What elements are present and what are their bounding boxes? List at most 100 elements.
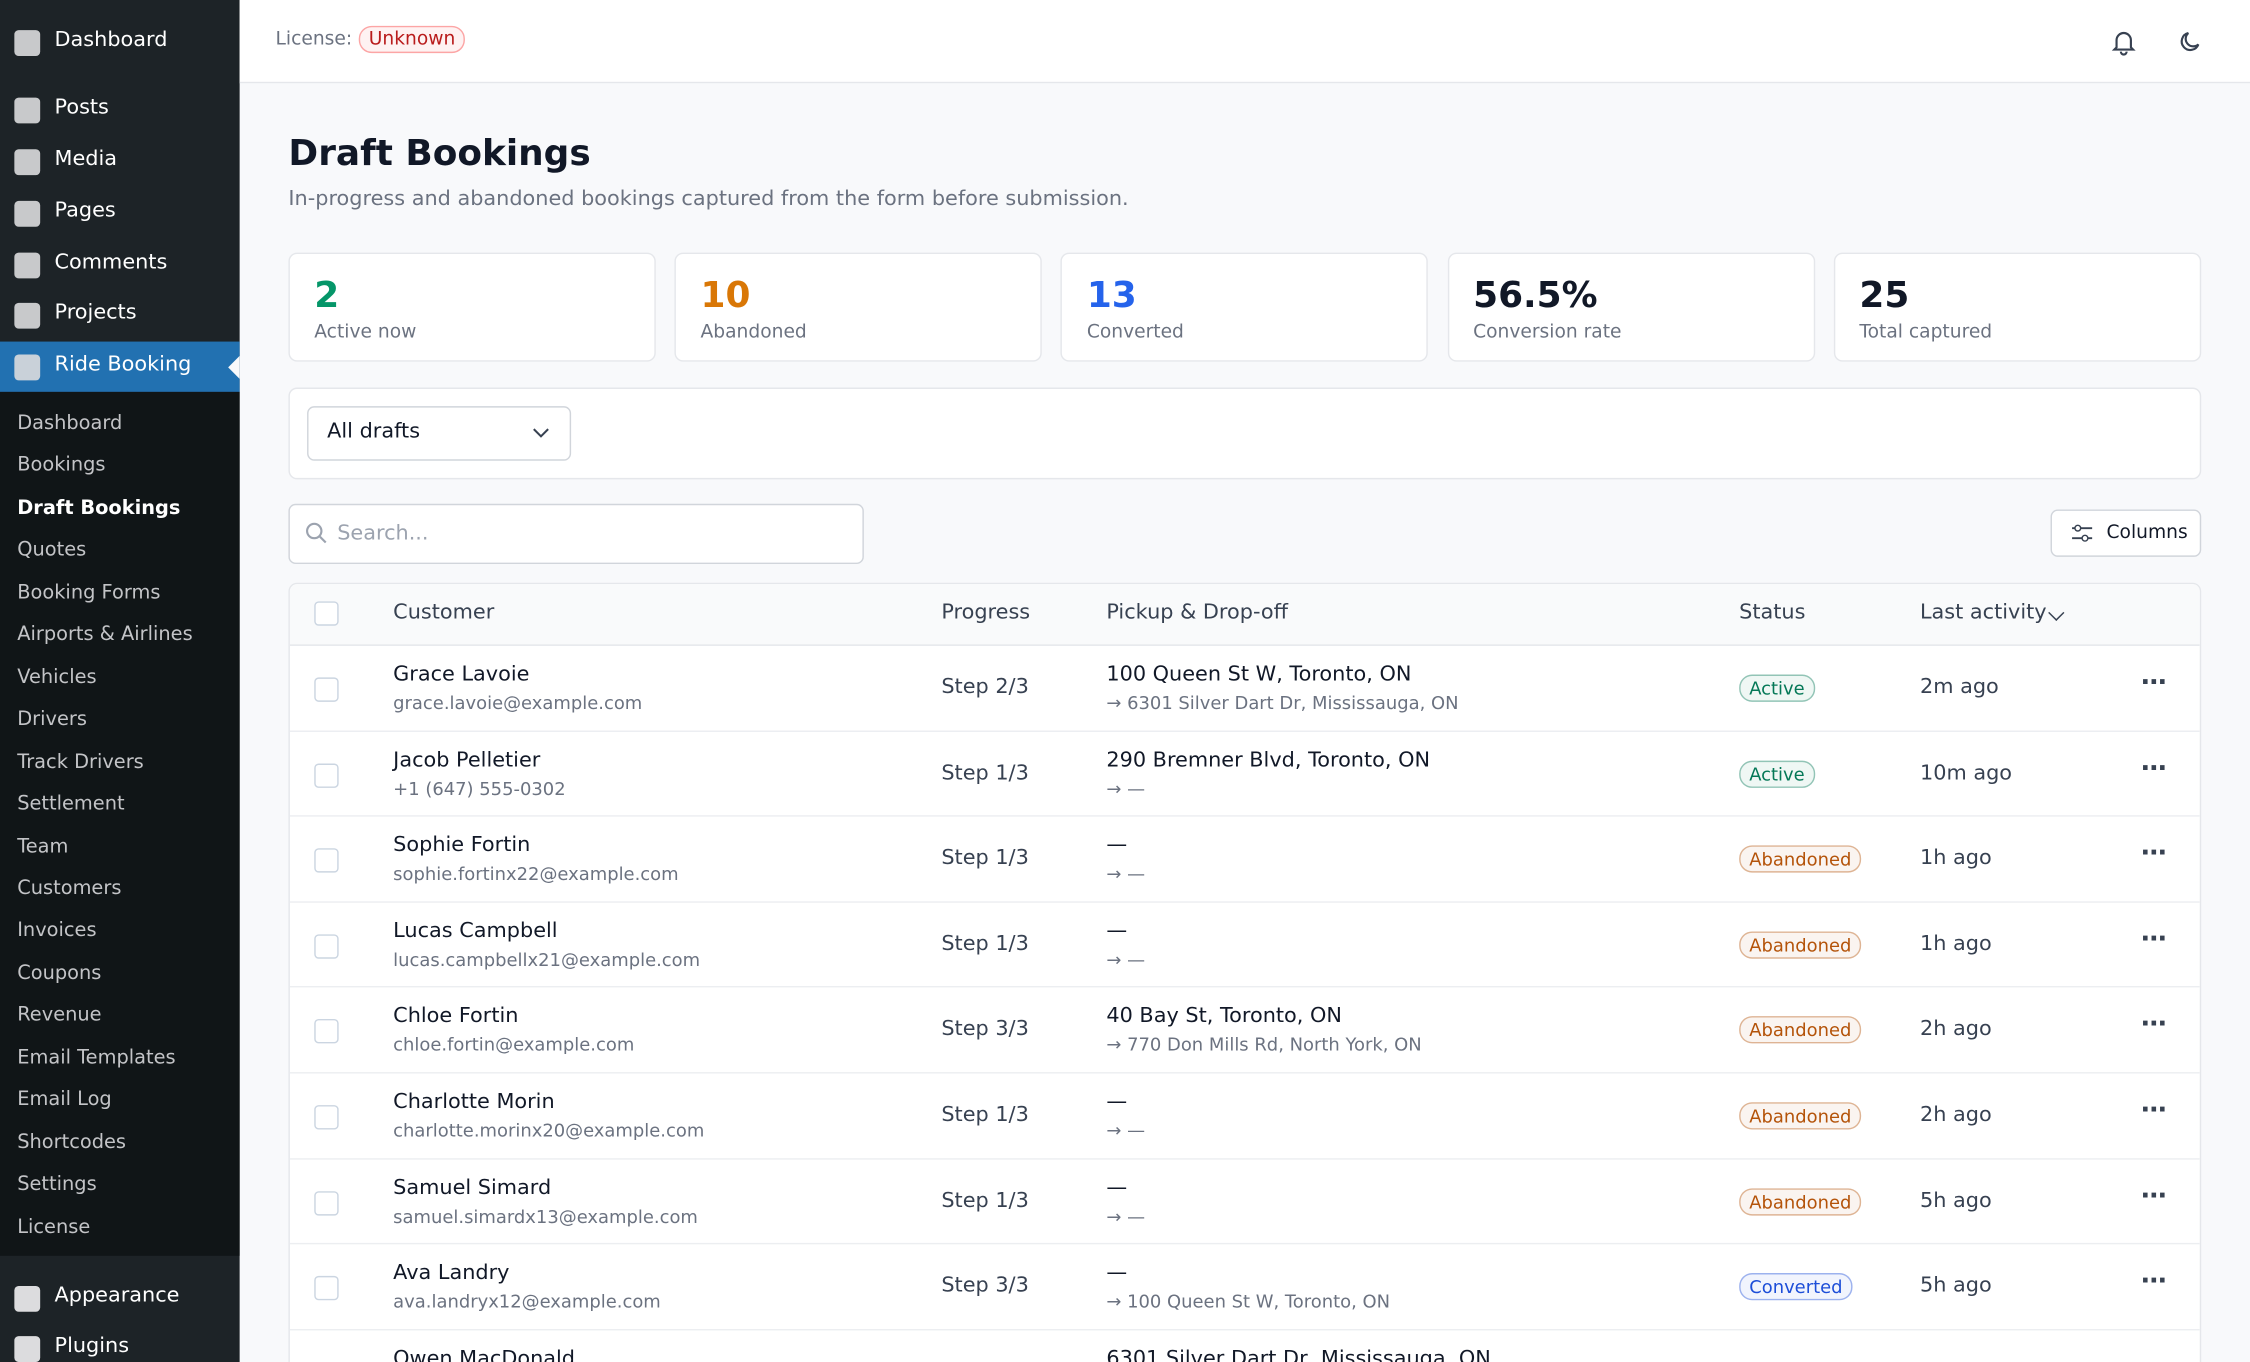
checkbox[interactable] (314, 677, 339, 702)
submenu-item[interactable]: Customers (17, 876, 122, 900)
column-header[interactable]: Last activity (1919, 601, 2047, 625)
checkbox[interactable] (314, 1190, 339, 1216)
stat-value: 13 (1086, 274, 1137, 316)
stat-label: Active now (314, 321, 417, 344)
pickup: 40 Bay St, Toronto, ON (1106, 1005, 1342, 1029)
filter-select[interactable]: All drafts (307, 406, 572, 461)
menu-icon (14, 252, 41, 279)
dropoff: → 100 Queen St W, Toronto, ON (1106, 1290, 1391, 1313)
submenu-item[interactable]: Invoices (17, 919, 97, 943)
menu-item[interactable]: Appearance (54, 1284, 180, 1308)
column-header: Progress (941, 601, 1031, 625)
stat-value: 25 (1859, 274, 1910, 316)
progress: Step 3/3 (941, 1274, 1029, 1298)
menu-item[interactable]: Comments (54, 251, 168, 275)
menu-item[interactable]: Pages (54, 199, 116, 223)
submenu-item[interactable]: Airports & Airlines (17, 623, 193, 647)
top-bar (239, 0, 2250, 84)
checkbox[interactable] (314, 1276, 339, 1301)
row-actions[interactable]: ⋯ (2140, 1180, 2169, 1211)
search-placeholder: Search... (337, 522, 429, 546)
chevron (533, 428, 549, 438)
menu-icon (14, 200, 41, 227)
submenu-item[interactable]: Bookings (17, 454, 106, 478)
row-actions[interactable]: ⋯ (2140, 1009, 2169, 1040)
row-actions[interactable]: ⋯ (2140, 667, 2169, 698)
dropoff: → 770 Don Mills Rd, North York, ON (1106, 1033, 1422, 1056)
row-divider (289, 1157, 2200, 1160)
row-divider (289, 901, 2200, 903)
checkbox[interactable] (314, 762, 339, 788)
customer-name: Samuel Simard (393, 1176, 552, 1200)
last-activity: 2h ago (1919, 1103, 1992, 1127)
checkbox[interactable] (314, 601, 339, 626)
last-activity: 5h ago (1919, 1189, 1992, 1213)
submenu-item[interactable]: Coupons (17, 961, 102, 985)
checkbox[interactable] (314, 1019, 339, 1044)
submenu-item[interactable]: Dashboard (17, 411, 123, 435)
stat-label: Total captured (1859, 321, 1993, 344)
submenu (0, 391, 240, 1256)
pickup: — (1106, 1176, 1128, 1200)
pickup: — (1106, 834, 1128, 858)
submenu-item[interactable]: Quotes (17, 538, 87, 562)
menu-icon (14, 30, 41, 56)
checkbox[interactable] (314, 848, 339, 873)
submenu-item[interactable]: Drivers (17, 707, 87, 731)
stat-label: Abandoned (700, 321, 807, 344)
submenu-item[interactable]: Shortcodes (17, 1130, 127, 1154)
stat-card: 13 Converted (1060, 252, 1429, 362)
columns-label: Columns (2106, 522, 2188, 544)
row-actions[interactable]: ⋯ (2140, 1266, 2169, 1297)
stat-label: Converted (1086, 321, 1184, 344)
search-box[interactable]: Search... (288, 503, 864, 565)
row-actions[interactable]: ⋯ (2140, 838, 2169, 869)
status-badge: Active (1739, 674, 1815, 702)
submenu-item[interactable]: Track Drivers (17, 750, 144, 773)
submenu-item[interactable]: Booking Forms (17, 580, 161, 604)
theme-icon[interactable] (2178, 29, 2204, 55)
row-actions[interactable]: ⋯ (2140, 923, 2169, 955)
submenu-item[interactable]: Draft Bookings (17, 496, 181, 520)
row-actions[interactable]: ⋯ (2140, 752, 2169, 784)
menu-item[interactable]: Projects (54, 301, 137, 325)
row-actions[interactable]: ⋯ (2140, 1095, 2169, 1126)
license-status: Unknown (358, 25, 466, 54)
menu-item[interactable]: Dashboard (54, 28, 168, 52)
submenu-item[interactable]: Email Templates (17, 1045, 176, 1069)
status-badge: Abandoned (1739, 845, 1862, 873)
row-divider (289, 986, 2200, 988)
customer-name: Owen MacDonald (393, 1347, 576, 1362)
status-badge: Abandoned (1739, 1102, 1862, 1130)
menu-item[interactable]: Posts (54, 96, 109, 120)
pickup: — (1106, 1090, 1128, 1114)
submenu-item[interactable]: License (17, 1214, 91, 1238)
dropoff: → — (1106, 948, 1146, 970)
status-badge: Converted (1739, 1273, 1853, 1301)
customer-name: Jacob Pelletier (393, 748, 541, 772)
menu-item[interactable]: Plugins (54, 1334, 130, 1358)
columns-button[interactable]: Columns (2050, 509, 2202, 557)
submenu-item[interactable]: Settings (17, 1172, 97, 1196)
last-activity: 1h ago (1919, 847, 1992, 871)
checkbox[interactable] (314, 934, 339, 959)
submenu-item[interactable]: Revenue (17, 1003, 102, 1027)
row-divider (289, 815, 2200, 817)
customer-contact: grace.lavoie@example.com (393, 691, 643, 714)
bell-icon[interactable] (2109, 27, 2138, 56)
pickup: — (1106, 1261, 1128, 1285)
submenu-item[interactable]: Team (17, 834, 69, 858)
menu-item[interactable]: Ride Booking (54, 353, 192, 377)
submenu-item[interactable]: Settlement (17, 792, 125, 816)
stat-value: 56.5% (1473, 274, 1598, 316)
submenu-item[interactable]: Email Log (17, 1088, 112, 1112)
column-header: Customer (393, 601, 495, 625)
stat-value: 10 (700, 274, 751, 316)
menu-icon (14, 97, 41, 124)
progress: Step 1/3 (941, 1189, 1029, 1213)
submenu-item[interactable]: Vehicles (17, 665, 97, 689)
menu-item[interactable]: Media (54, 147, 118, 171)
status-badge: Abandoned (1739, 931, 1862, 959)
checkbox[interactable] (314, 1105, 339, 1130)
